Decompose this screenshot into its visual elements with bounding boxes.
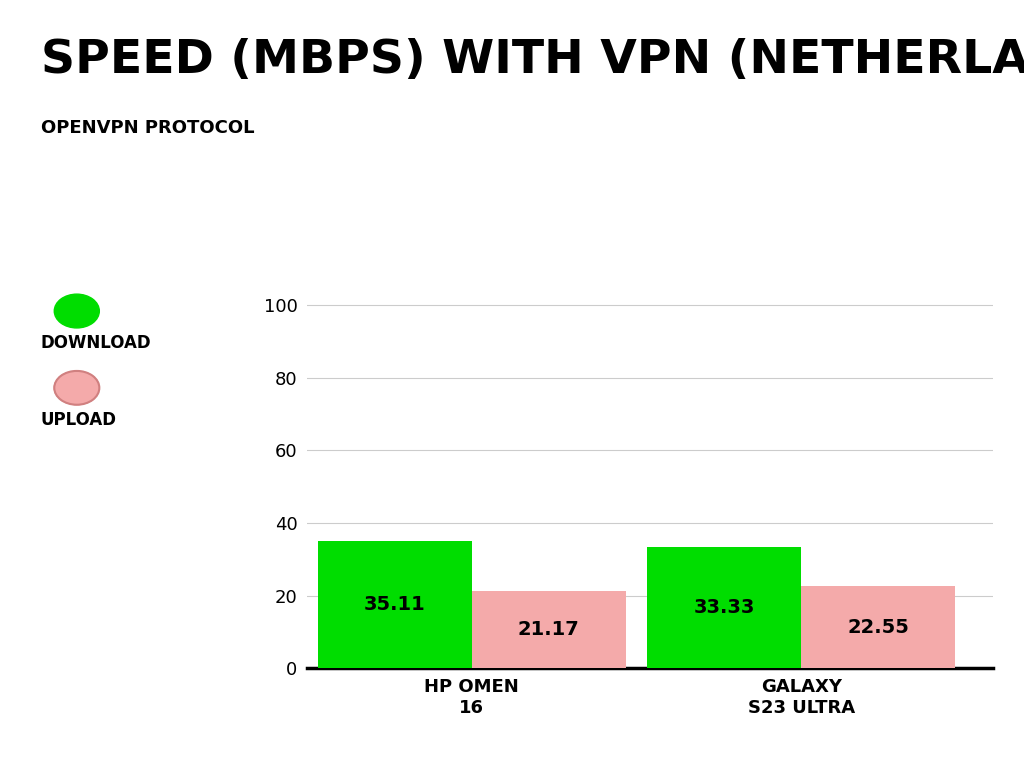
Bar — [801, 586, 954, 668]
Bar — [472, 591, 626, 668]
Text: SPEED (MBPS) WITH VPN (NETHERLANDS): SPEED (MBPS) WITH VPN (NETHERLANDS) — [41, 38, 1024, 84]
Text: 35.11: 35.11 — [365, 595, 426, 614]
Bar — [647, 547, 801, 668]
Text: 21.17: 21.17 — [518, 621, 580, 639]
Text: 22.55: 22.55 — [847, 617, 909, 637]
Text: DOWNLOAD: DOWNLOAD — [41, 334, 152, 352]
Text: UPLOAD: UPLOAD — [41, 411, 117, 429]
Text: 33.33: 33.33 — [693, 598, 755, 617]
Bar — [318, 541, 472, 668]
Text: OPENVPN PROTOCOL: OPENVPN PROTOCOL — [41, 119, 254, 137]
